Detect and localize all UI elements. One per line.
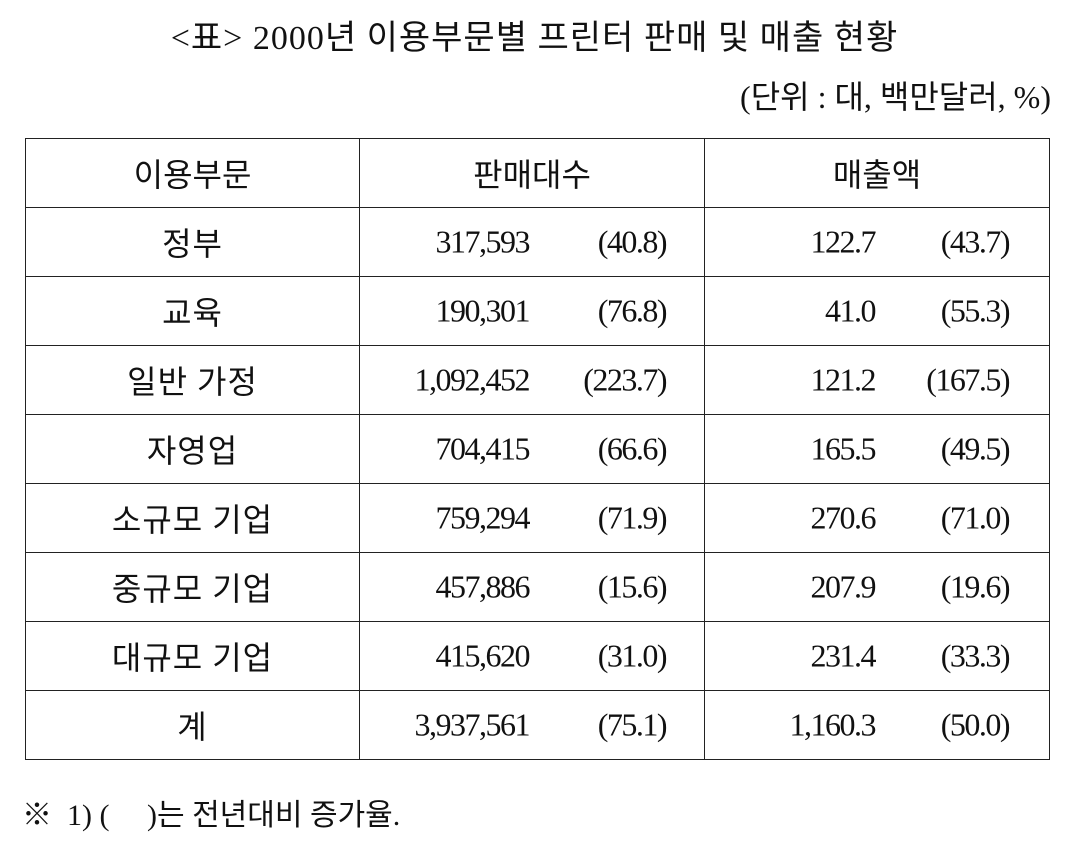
table-body: 정부 317,593 (40.8) 122.7 (43.7) 교육 190,301 (76.8… [24,207,1050,760]
cell-content: 190,301 (76.8) [360,277,704,345]
table-row: 교육 190,301 (76.8) 41.0 (55.3) [24,276,1050,346]
value-cell: 165.5 (49.5) [704,414,1050,484]
cell-content: 704,415 (66.6) [360,415,704,483]
value-cell: 41.0 (55.3) [704,276,1050,346]
value: 165.5 [810,430,877,467]
change-rate: (43.7) [940,223,1011,260]
cell-content: 317,593 (40.8) [360,208,704,276]
table-row: 대규모 기업 415,620 (31.0) 231.4 (33.3) [24,621,1050,691]
cell-content: 1,092,452 (223.7) [360,346,704,414]
change-rate: (66.6) [597,430,668,467]
value-cell: 317,593 (40.8) [359,207,705,277]
title: <표> 2000년 이용부문별 프린터 판매 및 매출 현황 [170,20,899,57]
value-cell: 121.2 (167.5) [704,345,1050,415]
cell-content: 41.0 (55.3) [705,277,1049,345]
value: 270.6 [810,499,877,536]
change-rate: (76.8) [597,292,668,329]
unit-note: (단위 : 대, 백만달러, %) [740,79,1051,115]
value: 317,593 [435,223,531,260]
change-rate: (167.5) [926,361,1010,398]
change-rate: (31.0) [597,637,668,674]
value-cell: 270.6 (71.0) [704,483,1050,553]
change-rate: (75.1) [597,706,668,743]
cell-content: 415,620 (31.0) [360,622,704,690]
cell-content: 3,937,561 (75.1) [360,691,704,759]
header-row: 이용부문 판매대수 매출액 [24,138,1050,208]
table: 이용부문 판매대수 매출액 정부 317,593 (40.8) 122.7 (43.7)… [24,138,1050,760]
row-label: 계 [24,690,361,760]
cell-content: 121.2 (167.5) [705,346,1049,414]
table-row: 계 3,937,561 (75.1) 1,160.3 (50.0) [24,690,1050,760]
row-label: 자영업 [24,414,361,484]
value: 207.9 [810,568,877,605]
cell-content: 207.9 (19.6) [705,553,1049,621]
change-rate: (71.0) [940,499,1011,536]
value: 231.4 [810,637,877,674]
value: 190,301 [435,292,531,329]
value-cell: 122.7 (43.7) [704,207,1050,277]
value: 759,294 [435,499,531,536]
value-cell: 190,301 (76.8) [359,276,705,346]
cell-content: 122.7 (43.7) [705,208,1049,276]
value-cell: 704,415 (66.6) [359,414,705,484]
value-cell: 3,937,561 (75.1) [359,690,705,760]
column-header: 매출액 [704,138,1050,208]
value: 704,415 [435,430,531,467]
value-cell: 759,294 (71.9) [359,483,705,553]
value-cell: 457,886 (15.6) [359,552,705,622]
table-row: 일반 가정 1,092,452 (223.7) 121.2 (167.5) [24,345,1050,415]
cell-content: 165.5 (49.5) [705,415,1049,483]
change-rate: (50.0) [940,706,1011,743]
table-row: 자영업 704,415 (66.6) 165.5 (49.5) [24,414,1050,484]
value: 3,937,561 [414,706,531,743]
row-label: 교육 [24,276,361,346]
value: 1,160.3 [789,706,877,743]
cell-content: 457,886 (15.6) [360,553,704,621]
change-rate: (33.3) [940,637,1011,674]
value: 121.2 [810,361,877,398]
value-cell: 1,092,452 (223.7) [359,345,705,415]
change-rate: (40.8) [597,223,668,260]
column-header: 이용부문 [24,138,361,208]
row-label: 중규모 기업 [24,552,361,622]
value: 1,092,452 [414,361,531,398]
row-label: 일반 가정 [24,345,361,415]
footnote: ※ 1) ( )는 전년대비 증가율. [22,799,401,832]
cell-content: 231.4 (33.3) [705,622,1049,690]
value-cell: 207.9 (19.6) [704,552,1050,622]
value-cell: 415,620 (31.0) [359,621,705,691]
change-rate: (19.6) [940,568,1011,605]
change-rate: (15.6) [597,568,668,605]
row-label: 정부 [24,207,361,277]
cell-content: 1,160.3 (50.0) [705,691,1049,759]
change-rate: (55.3) [940,292,1011,329]
table-row: 소규모 기업 759,294 (71.9) 270.6 (71.0) [24,483,1050,553]
value: 415,620 [435,637,531,674]
column-header: 판매대수 [359,138,705,208]
value: 122.7 [810,223,877,260]
cell-content: 270.6 (71.0) [705,484,1049,552]
table-row: 중규모 기업 457,886 (15.6) 207.9 (19.6) [24,552,1050,622]
value-cell: 1,160.3 (50.0) [704,690,1050,760]
row-label: 대규모 기업 [24,621,361,691]
value: 457,886 [435,568,531,605]
table-row: 정부 317,593 (40.8) 122.7 (43.7) [24,207,1050,277]
change-rate: (49.5) [940,430,1011,467]
change-rate: (223.7) [583,361,667,398]
row-label: 소규모 기업 [24,483,361,553]
value: 41.0 [825,292,877,329]
change-rate: (71.9) [597,499,668,536]
value-cell: 231.4 (33.3) [704,621,1050,691]
cell-content: 759,294 (71.9) [360,484,704,552]
